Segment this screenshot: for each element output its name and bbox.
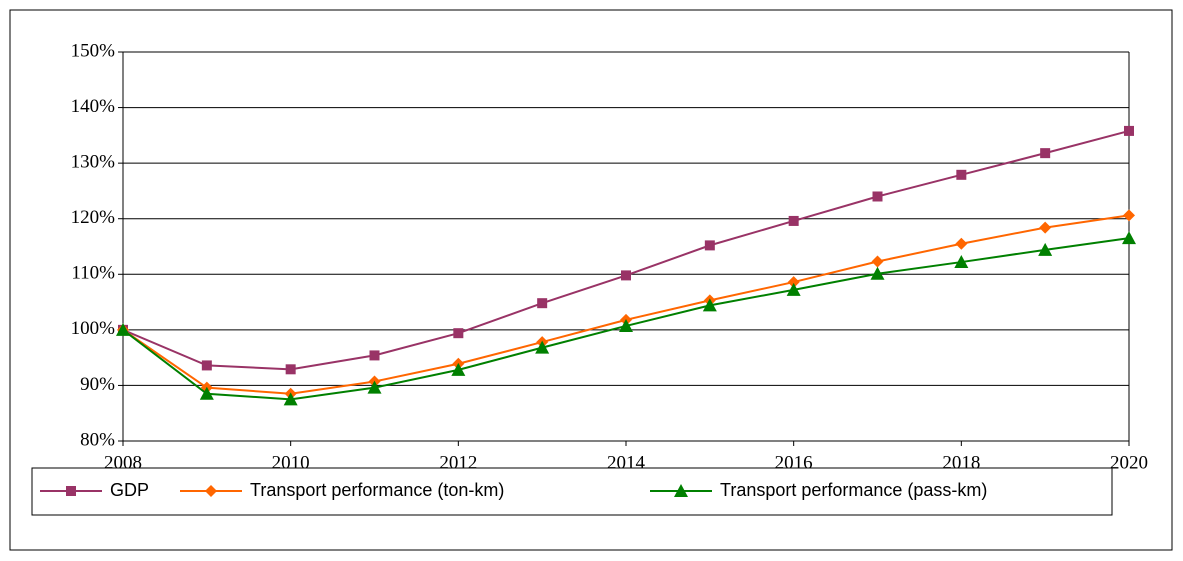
- legend-label: Transport performance (ton-km): [250, 480, 504, 500]
- legend-label: GDP: [110, 480, 149, 500]
- data-point: [702, 298, 717, 312]
- data-point: [1122, 231, 1136, 245]
- data-point: [199, 386, 214, 400]
- series-line: [122, 129, 1130, 371]
- data-point: [369, 350, 380, 361]
- y-tick-label: 130%: [71, 152, 116, 173]
- data-point: [619, 318, 633, 332]
- x-tick-label: 2010: [272, 452, 310, 473]
- data-point: [1124, 125, 1134, 136]
- legend-marker: [205, 485, 217, 497]
- data-point: [787, 276, 800, 289]
- x-tick-label: 2016: [775, 452, 813, 473]
- x-tick-label: 2020: [1110, 452, 1148, 473]
- y-tick-label: 80%: [80, 429, 115, 450]
- x-tick-label: 2014: [607, 452, 646, 473]
- data-point: [1123, 209, 1135, 222]
- data-point: [1040, 148, 1051, 159]
- x-tick-label: 2008: [104, 452, 142, 473]
- data-point: [872, 191, 883, 202]
- legend-marker: [674, 484, 688, 497]
- data-point: [201, 360, 212, 371]
- data-point: [116, 322, 130, 336]
- legend-marker: [66, 486, 76, 496]
- y-tick-label: 120%: [71, 207, 116, 228]
- series-line: [122, 214, 1130, 395]
- data-point: [956, 169, 967, 180]
- data-point: [870, 266, 885, 280]
- data-point: [453, 328, 464, 339]
- y-tick-label: 150%: [71, 40, 116, 61]
- data-point: [285, 364, 296, 375]
- x-tick-label: 2018: [942, 452, 980, 473]
- y-tick-label: 140%: [71, 96, 116, 117]
- data-point: [537, 298, 548, 309]
- data-point: [786, 282, 801, 296]
- data-point: [1039, 221, 1052, 234]
- y-tick-label: 90%: [80, 374, 115, 395]
- data-point: [451, 362, 466, 376]
- data-point: [955, 237, 968, 250]
- y-tick-label: 100%: [71, 318, 116, 339]
- data-point: [1038, 242, 1053, 256]
- data-point: [621, 270, 631, 281]
- legend-box: [31, 467, 1113, 516]
- data-point: [535, 340, 550, 354]
- data-point: [788, 215, 799, 226]
- chart-frame: [9, 9, 1173, 551]
- data-point: [283, 392, 298, 406]
- legend-label: Transport performance (pass-km): [720, 480, 987, 500]
- data-point: [954, 255, 969, 269]
- data-point: [704, 240, 715, 251]
- x-tick-label: 2012: [439, 452, 477, 473]
- y-tick-label: 110%: [71, 263, 115, 284]
- data-point: [367, 380, 382, 394]
- data-point: [871, 255, 884, 268]
